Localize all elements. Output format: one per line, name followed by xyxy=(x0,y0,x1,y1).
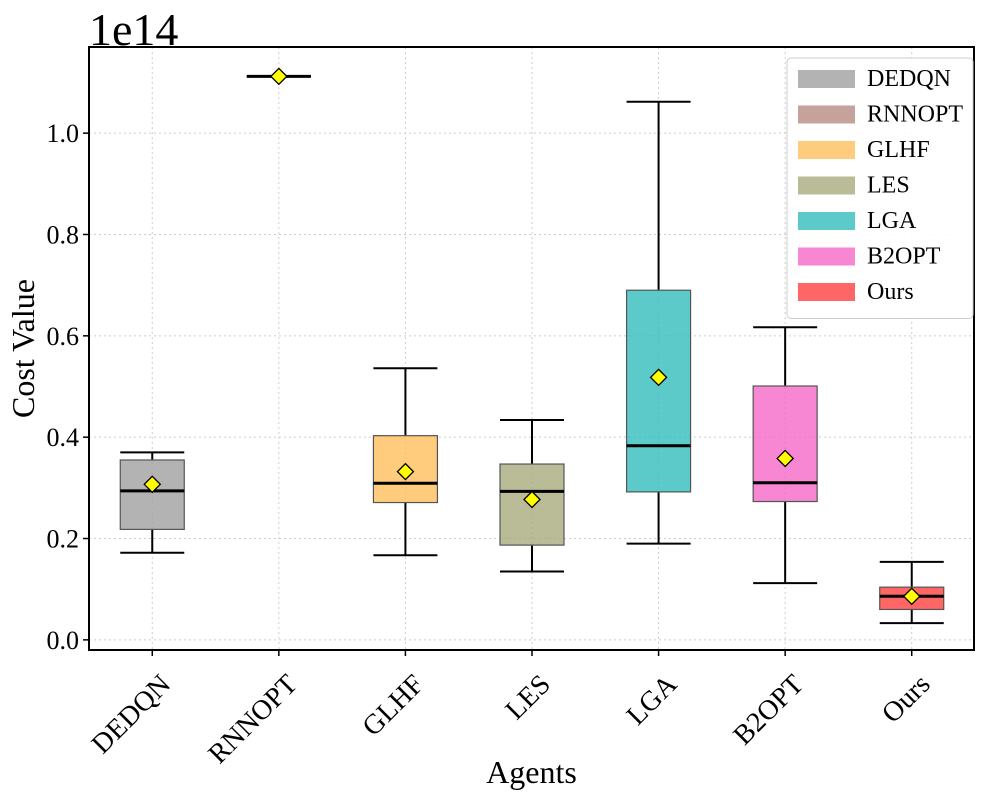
y-tick-label: 1.0 xyxy=(47,119,80,148)
legend-swatch xyxy=(798,105,855,124)
x-tick-label: GLHF xyxy=(357,669,431,743)
box-iqr xyxy=(372,435,439,504)
mean-marker xyxy=(143,475,162,494)
legend-swatch xyxy=(798,283,855,301)
legend-label: GLHF xyxy=(867,137,930,163)
x-tick-label: RNNOPT xyxy=(203,669,304,770)
box-rnnopt xyxy=(246,67,311,86)
mean-marker xyxy=(269,67,288,86)
mean-marker xyxy=(902,587,921,606)
y-axis-label: Cost Value xyxy=(5,279,41,418)
x-tick-label: LGA xyxy=(621,668,684,731)
legend-swatch xyxy=(798,247,855,266)
legend-label: LGA xyxy=(867,208,917,234)
legend-label: Ours xyxy=(867,279,914,305)
legend-label: LES xyxy=(867,173,910,199)
y-tick-label: 0.4 xyxy=(47,423,80,452)
box-layer xyxy=(119,67,945,625)
legend: DEDQN RNNOPT GLHF LES LGA B2OPT Ours xyxy=(786,57,974,319)
legend-swatch xyxy=(798,176,855,195)
legend-label: RNNOPT xyxy=(867,102,963,128)
y-tick-label: 0.0 xyxy=(47,626,80,655)
legend-swatch xyxy=(798,141,855,159)
mean-marker xyxy=(396,462,415,481)
box-b2opt xyxy=(752,326,818,585)
x-tick-label: LES xyxy=(500,669,557,726)
x-axis-label: Agents xyxy=(486,754,577,790)
box-ours xyxy=(879,560,945,625)
mean-marker xyxy=(523,490,541,509)
legend-swatch xyxy=(798,70,855,88)
box-lga xyxy=(625,100,692,545)
x-tick-label: B2OPT xyxy=(728,669,810,751)
box-glhf xyxy=(372,367,439,557)
y-tick-label: 0.2 xyxy=(47,525,80,554)
mean-marker xyxy=(776,449,795,468)
x-tick-label: Ours xyxy=(876,669,936,729)
box-iqr xyxy=(119,459,185,531)
legend-label: B2OPT xyxy=(867,244,941,270)
x-tick-label: DEDQN xyxy=(86,669,177,760)
y-tick-label: 0.6 xyxy=(47,322,80,351)
legend-swatch xyxy=(798,212,855,230)
y-tick-label: 0.8 xyxy=(47,220,80,249)
axis-offset-label: 1e14 xyxy=(89,4,178,55)
box-dedqn xyxy=(119,451,185,554)
box-iqr xyxy=(625,289,692,493)
mean-marker xyxy=(649,368,668,387)
box-les xyxy=(499,418,565,573)
legend-label: DEDQN xyxy=(867,66,951,92)
